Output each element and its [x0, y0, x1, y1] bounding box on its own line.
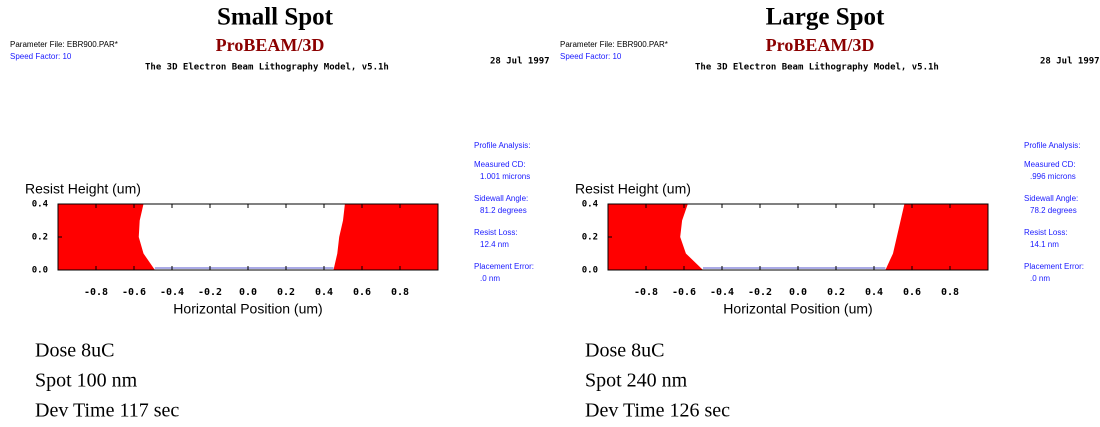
x-tick-label: 0.2	[277, 287, 295, 298]
analysis-text: 14.1 nm	[1030, 240, 1059, 249]
analysis-text: Measured CD:	[474, 160, 526, 169]
speed-factor: Speed Factor: 10	[10, 52, 72, 61]
analysis-text: 1.001 microns	[480, 172, 530, 181]
x-tick-label: 0.4	[865, 287, 883, 298]
x-tick-label: -0.2	[198, 287, 222, 298]
y-tick-label: 0.0	[582, 266, 598, 276]
note: Dev Time 126 sec	[585, 400, 730, 422]
y-axis-label: Resist Height (um)	[25, 181, 141, 197]
y-tick-label: 0.4	[582, 200, 599, 210]
y-tick-label: 0.2	[32, 233, 48, 243]
x-axis-label: Horizontal Position (um)	[723, 301, 872, 317]
analysis-text: 12.4 nm	[480, 240, 509, 249]
analysis-text: 81.2 degrees	[480, 206, 527, 215]
resist-profile	[333, 204, 438, 270]
note: Dev Time 117 sec	[35, 400, 179, 422]
model-name: The 3D Electron Beam Lithography Model, …	[695, 62, 939, 73]
x-tick-label: -0.8	[634, 287, 658, 298]
note: Dose 8uC	[35, 340, 114, 362]
analysis-text: .0 nm	[1030, 274, 1050, 283]
analysis-text: Sidewall Angle:	[1024, 194, 1078, 203]
analysis-text: Sidewall Angle:	[474, 194, 528, 203]
panel-title: Large Spot	[766, 4, 885, 31]
y-tick-label: 0.4	[32, 200, 49, 210]
x-tick-label: 0.8	[941, 287, 959, 298]
date: 28 Jul 1997	[490, 57, 550, 67]
resist-profile	[608, 204, 703, 270]
x-tick-label: -0.4	[160, 287, 184, 298]
analysis-text: Profile Analysis:	[474, 141, 530, 150]
date: 28 Jul 1997	[1040, 57, 1100, 67]
resist-profile	[885, 204, 988, 270]
x-tick-label: 0.2	[827, 287, 845, 298]
analysis-text: Resist Loss:	[1024, 228, 1068, 237]
panel-title: Small Spot	[217, 4, 334, 31]
x-axis-label: Horizontal Position (um)	[173, 301, 322, 317]
x-tick-label: -0.6	[122, 287, 146, 298]
resist-profile	[58, 204, 155, 270]
note: Dose 8uC	[585, 340, 664, 362]
x-tick-label: 0.6	[903, 287, 921, 298]
analysis-text: Placement Error:	[1024, 262, 1084, 271]
y-tick-label: 0.2	[582, 233, 598, 243]
analysis-text: Measured CD:	[1024, 160, 1076, 169]
x-tick-label: 0.0	[239, 287, 257, 298]
x-tick-label: 0.6	[353, 287, 371, 298]
y-tick-label: 0.0	[32, 266, 48, 276]
x-tick-label: 0.4	[315, 287, 333, 298]
analysis-text: Profile Analysis:	[1024, 141, 1080, 150]
parameter-file: Parameter File: EBR900.PAR*	[560, 40, 668, 49]
x-tick-label: -0.6	[672, 287, 696, 298]
analysis-text: Placement Error:	[474, 262, 534, 271]
parameter-file: Parameter File: EBR900.PAR*	[10, 40, 118, 49]
model-name: The 3D Electron Beam Lithography Model, …	[145, 62, 389, 73]
brand: ProBEAM/3D	[216, 35, 325, 55]
x-tick-label: -0.8	[84, 287, 108, 298]
analysis-text: 78.2 degrees	[1030, 206, 1077, 215]
note: Spot 100 nm	[35, 370, 138, 392]
x-tick-label: 0.0	[789, 287, 807, 298]
speed-factor: Speed Factor: 10	[560, 52, 622, 61]
analysis-text: .0 nm	[480, 274, 500, 283]
x-tick-label: -0.2	[748, 287, 772, 298]
brand: ProBEAM/3D	[766, 35, 875, 55]
note: Spot 240 nm	[585, 370, 688, 392]
x-tick-label: 0.8	[391, 287, 409, 298]
analysis-text: Resist Loss:	[474, 228, 518, 237]
analysis-text: .996 microns	[1030, 172, 1076, 181]
x-tick-label: -0.4	[710, 287, 734, 298]
y-axis-label: Resist Height (um)	[575, 181, 691, 197]
